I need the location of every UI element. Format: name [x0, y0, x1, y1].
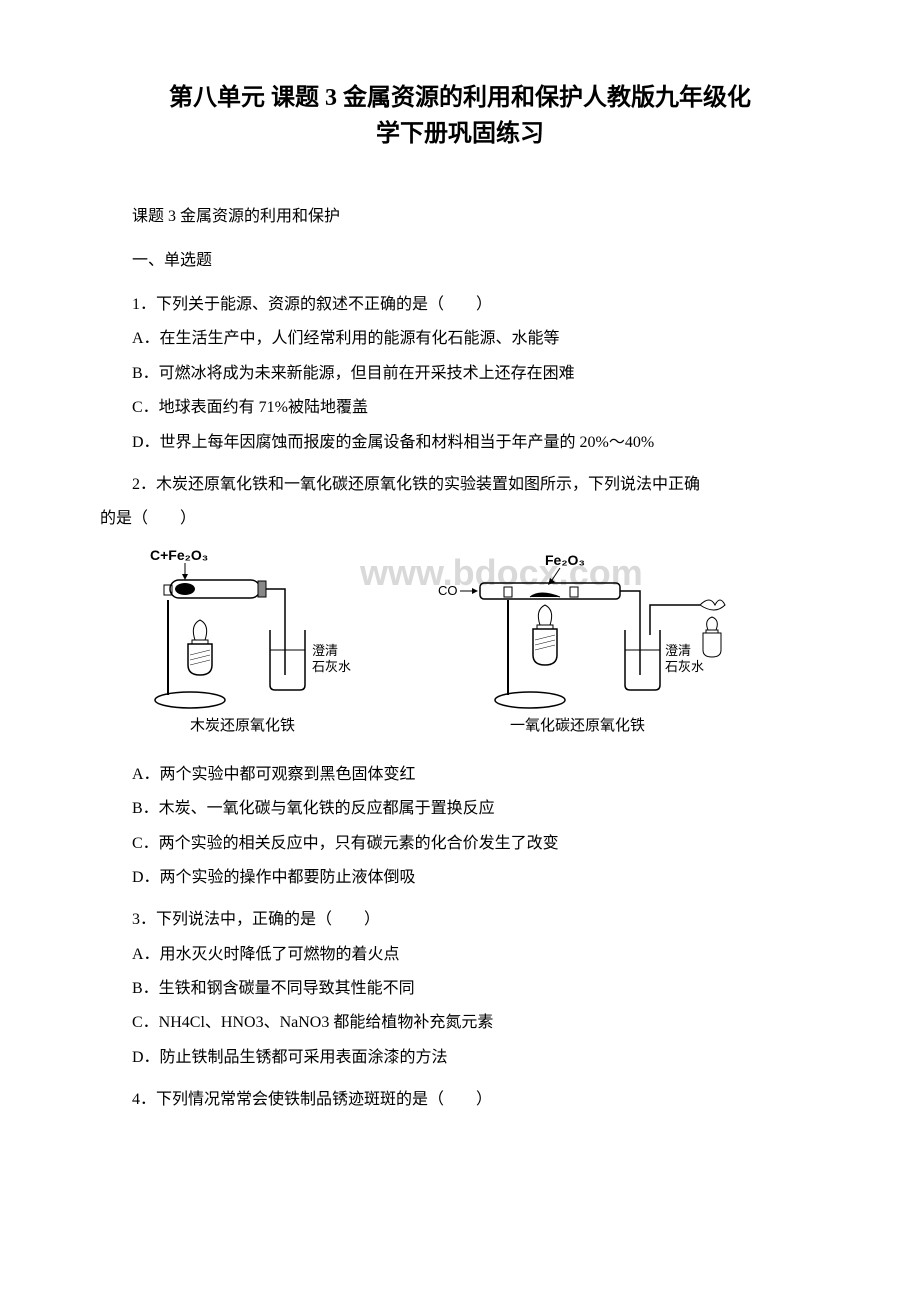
q4-stem: 4．下列情况常常会使铁制品锈迹斑斑的是（ ）	[100, 1085, 820, 1115]
watermark-text: www.bdocx.com	[359, 552, 643, 593]
q2-option-d: D．两个实验的操作中都要防止液体倒吸	[100, 863, 820, 893]
q2-stem-line2: 的是（ ）	[100, 504, 820, 534]
title-line-2: 学下册巩固练习	[376, 121, 544, 147]
q3-option-c: C．NH4Cl、HNO3、NaNO3 都能给植物补充氮元素	[100, 1008, 820, 1038]
q2-option-c: C．两个实验的相关反应中，只有碳元素的化合价发生了改变	[100, 829, 820, 859]
question-2: 2．木炭还原氧化铁和一氧化碳还原氧化铁的实验装置如图所示，下列说法中正确 的是（…	[100, 470, 820, 893]
apparatus-svg: www.bdocx.com C+Fe₂O₃	[140, 545, 760, 745]
left-label-limewater1: 澄清	[312, 643, 338, 658]
question-3: 3．下列说法中，正确的是（ ） A．用水灭火时降低了可燃物的着火点 B．生铁和钢…	[100, 905, 820, 1073]
right-label-reactant: Fe₂O₃	[545, 552, 585, 568]
section-heading: 一、单选题	[100, 246, 820, 270]
question-4: 4．下列情况常常会使铁制品锈迹斑斑的是（ ）	[100, 1085, 820, 1115]
left-label-reactant: C+Fe₂O₃	[150, 547, 208, 563]
title-line-1: 第八单元 课题 3 金属资源的利用和保护人教版九年级化	[169, 85, 751, 111]
right-label-co: CO	[438, 583, 458, 598]
q3-option-d: D．防止铁制品生锈都可采用表面涂漆的方法	[100, 1043, 820, 1073]
subtitle: 课题 3 金属资源的利用和保护	[100, 202, 820, 226]
q1-stem: 1．下列关于能源、资源的叙述不正确的是（ ）	[100, 290, 820, 320]
q1-option-c: C．地球表面约有 71%被陆地覆盖	[100, 393, 820, 423]
q3-option-b: B．生铁和钢含碳量不同导致其性能不同	[100, 974, 820, 1004]
q1-option-a: A．在生活生产中，人们经常利用的能源有化石能源、水能等	[100, 324, 820, 354]
left-caption: 木炭还原氧化铁	[190, 717, 295, 734]
apparatus-figure: www.bdocx.com C+Fe₂O₃	[140, 545, 820, 750]
q2-option-a: A．两个实验中都可观察到黑色固体变红	[100, 760, 820, 790]
left-label-limewater2: 石灰水	[312, 659, 351, 674]
page-title: 第八单元 课题 3 金属资源的利用和保护人教版九年级化 学下册巩固练习	[100, 80, 820, 152]
q2-stem-line1: 2．木炭还原氧化铁和一氧化碳还原氧化铁的实验装置如图所示，下列说法中正确	[100, 470, 820, 500]
q1-option-b: B．可燃冰将成为未来新能源，但目前在开采技术上还存在困难	[100, 359, 820, 389]
q3-stem: 3．下列说法中，正确的是（ ）	[100, 905, 820, 935]
right-caption: 一氧化碳还原氧化铁	[510, 717, 645, 734]
q3-option-a: A．用水灭火时降低了可燃物的着火点	[100, 940, 820, 970]
q2-option-b: B．木炭、一氧化碳与氧化铁的反应都属于置换反应	[100, 794, 820, 824]
left-apparatus: C+Fe₂O₃	[150, 547, 351, 734]
q1-option-d: D．世界上每年因腐蚀而报废的金属设备和材料相当于年产量的 20%～40%	[100, 428, 820, 458]
question-1: 1．下列关于能源、资源的叙述不正确的是（ ） A．在生活生产中，人们经常利用的能…	[100, 290, 820, 458]
right-label-limewater1: 澄清	[665, 643, 691, 658]
right-label-limewater2: 石灰水	[665, 659, 704, 674]
